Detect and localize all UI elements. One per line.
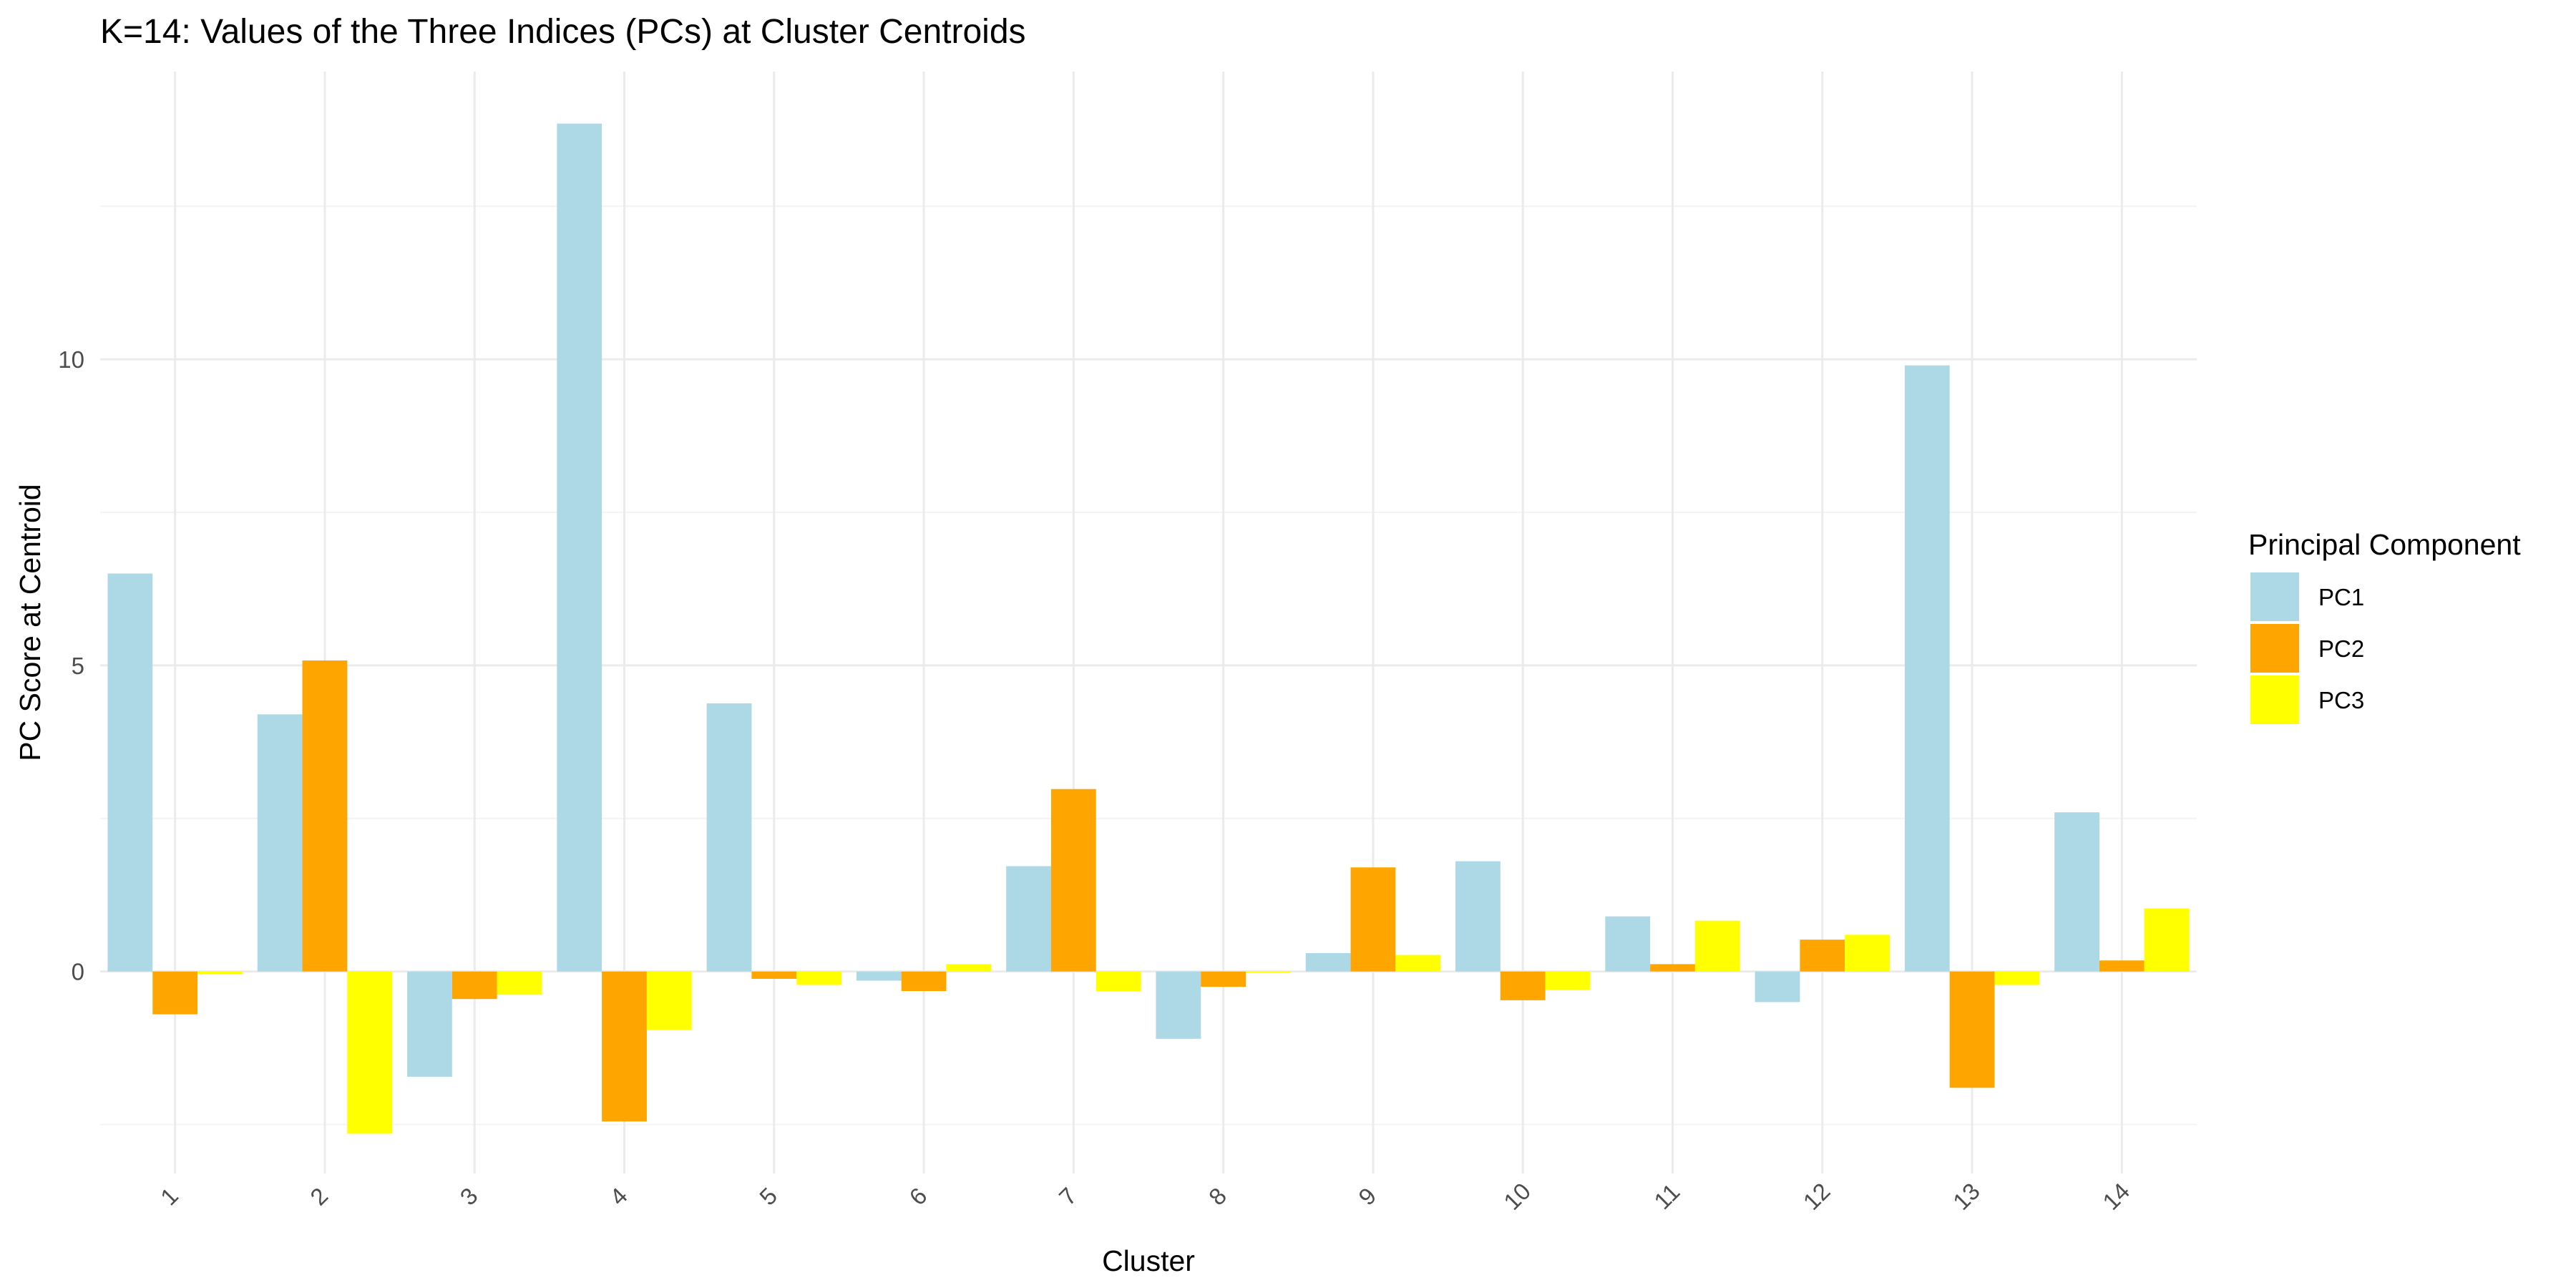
legend: Principal Component PC1 PC2 PC3 <box>2248 528 2521 724</box>
legend-swatch-pc3 <box>2250 675 2299 724</box>
bar-pc3-cluster-14 <box>2144 908 2190 972</box>
bar-pc3-cluster-6 <box>946 964 992 972</box>
x-tick-label: 9 <box>1353 1182 1381 1210</box>
bar-pc3-cluster-12 <box>1845 935 1890 972</box>
bar-pc3-cluster-7 <box>1096 971 1141 992</box>
x-tick-label: 14 <box>2097 1178 2135 1215</box>
bar-pc3-cluster-8 <box>1246 971 1291 973</box>
bar-pc2-cluster-7 <box>1050 789 1096 972</box>
bar-pc3-cluster-4 <box>646 971 692 1030</box>
bar-pc1-cluster-1 <box>107 573 153 972</box>
x-tick-label: 10 <box>1498 1178 1536 1215</box>
chart-title: K=14: Values of the Three Indices (PCs) … <box>100 13 1026 51</box>
x-tick-label: 12 <box>1798 1178 1835 1215</box>
legend-label-pc2: PC2 <box>2318 635 2364 662</box>
legend-title: Principal Component <box>2248 528 2521 561</box>
bar-pc2-cluster-1 <box>152 971 198 1015</box>
x-tick-label: 3 <box>455 1182 483 1210</box>
bar-pc2-cluster-2 <box>302 660 348 972</box>
x-axis-title: Cluster <box>1102 1244 1195 1277</box>
y-tick-label: 5 <box>72 653 84 679</box>
bar-pc1-cluster-10 <box>1455 861 1501 972</box>
bar-pc1-cluster-7 <box>1006 866 1051 972</box>
x-tick-label: 13 <box>1948 1178 1985 1215</box>
bar-pc1-cluster-12 <box>1755 971 1800 1002</box>
x-tick-label: 4 <box>605 1182 633 1210</box>
bar-pc3-cluster-2 <box>347 971 393 1134</box>
bar-pc1-cluster-5 <box>706 703 752 972</box>
grid <box>100 72 2197 1174</box>
bar-pc1-cluster-8 <box>1156 971 1201 1039</box>
bar-pc2-cluster-14 <box>2099 960 2145 972</box>
legend-label-pc3: PC3 <box>2318 687 2364 713</box>
bar-pc3-cluster-3 <box>497 971 542 995</box>
bar-pc3-cluster-13 <box>1994 971 2040 985</box>
bar-pc1-cluster-4 <box>557 123 602 972</box>
bar-pc2-cluster-11 <box>1650 964 1695 972</box>
bar-pc3-cluster-11 <box>1694 920 1740 972</box>
x-tick-label: 5 <box>754 1182 782 1210</box>
x-tick-label: 1 <box>155 1182 183 1210</box>
bar-pc1-cluster-13 <box>1904 365 1950 972</box>
bar-pc3-cluster-5 <box>796 971 841 985</box>
bar-pc2-cluster-10 <box>1500 971 1546 1000</box>
x-tick-label: 7 <box>1054 1182 1082 1210</box>
x-tick-label: 8 <box>1204 1182 1231 1210</box>
bar-pc2-cluster-9 <box>1350 867 1396 972</box>
x-tick-label: 6 <box>904 1182 932 1210</box>
bar-pc1-cluster-6 <box>856 971 902 981</box>
bar-pc3-cluster-10 <box>1545 971 1591 990</box>
y-axis-title: PC Score at Centroid <box>14 484 47 761</box>
bar-pc1-cluster-2 <box>257 714 303 972</box>
bar-pc2-cluster-4 <box>602 971 647 1122</box>
y-axis-ticks: 0 5 10 <box>58 346 84 985</box>
y-tick-label: 10 <box>58 346 84 373</box>
bar-pc1-cluster-11 <box>1605 916 1651 972</box>
y-tick-label: 0 <box>72 959 84 985</box>
bar-pc1-cluster-14 <box>2054 812 2099 972</box>
x-tick-label: 11 <box>1649 1179 1684 1214</box>
legend-swatch-pc2 <box>2250 624 2299 673</box>
bar-pc2-cluster-13 <box>1949 971 1995 1088</box>
legend-swatch-pc1 <box>2250 572 2299 621</box>
x-axis-ticks: 1 2 3 4 5 6 7 8 9 10 11 12 13 14 <box>155 1178 2135 1215</box>
bars <box>107 123 2190 1134</box>
bar-pc2-cluster-6 <box>901 971 947 992</box>
bar-pc1-cluster-3 <box>407 971 452 1077</box>
bar-pc2-cluster-8 <box>1201 971 1246 987</box>
bar-pc2-cluster-5 <box>751 971 797 979</box>
bar-pc3-cluster-1 <box>197 971 243 975</box>
legend-items: PC1 PC2 PC3 <box>2250 572 2364 724</box>
bar-pc3-cluster-9 <box>1395 955 1441 972</box>
bar-pc2-cluster-3 <box>452 971 497 1000</box>
bar-pc1-cluster-9 <box>1305 953 1351 972</box>
x-tick-label: 2 <box>305 1182 333 1210</box>
bar-pc2-cluster-12 <box>1800 940 1845 972</box>
legend-label-pc1: PC1 <box>2318 584 2364 610</box>
